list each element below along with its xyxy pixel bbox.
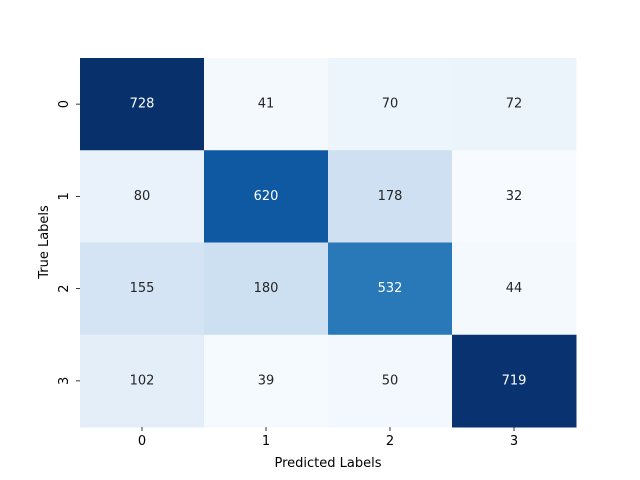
heatmap-cell-r3-c3 bbox=[452, 334, 577, 428]
heatmap-cell-r1-c1 bbox=[204, 150, 329, 243]
heatmap-cell-r0-c2 bbox=[328, 58, 453, 151]
y-tick-label-1: 1 bbox=[57, 192, 72, 200]
heatmap-cell-r1-c0 bbox=[80, 150, 205, 243]
cell-value-r1-c3: 32 bbox=[506, 189, 523, 204]
y-tick-label-3: 3 bbox=[57, 377, 72, 385]
heatmap-cell-r0-c0 bbox=[80, 58, 205, 151]
x-axis-label: Predicted Labels bbox=[274, 456, 381, 471]
heatmap-cell-r2-c3 bbox=[452, 242, 577, 336]
cell-value-r2-c0: 155 bbox=[130, 281, 155, 296]
heatmap-cell-r1-c2 bbox=[328, 150, 453, 243]
x-tick-label-0: 0 bbox=[138, 434, 146, 449]
heatmap-cell-r3-c1 bbox=[204, 334, 329, 428]
heatmap-cell-r2-c0 bbox=[80, 242, 205, 336]
heatmap-cells bbox=[80, 58, 577, 428]
cell-value-r1-c1: 620 bbox=[254, 189, 279, 204]
cell-value-r1-c0: 80 bbox=[134, 189, 151, 204]
cell-value-r2-c2: 532 bbox=[378, 281, 403, 296]
heatmap-cell-r3-c0 bbox=[80, 334, 205, 428]
cell-value-r2-c1: 180 bbox=[254, 281, 279, 296]
cell-value-r0-c1: 41 bbox=[258, 97, 275, 112]
cell-value-r0-c2: 70 bbox=[382, 97, 399, 112]
cell-value-r3-c1: 39 bbox=[258, 373, 275, 388]
x-tick-label-3: 3 bbox=[510, 434, 518, 449]
cell-value-r2-c3: 44 bbox=[506, 281, 523, 296]
heatmap-cell-r3-c2 bbox=[328, 334, 453, 428]
heatmap-cell-r2-c2 bbox=[328, 242, 453, 336]
cell-value-r0-c0: 728 bbox=[130, 97, 155, 112]
cell-value-r3-c0: 102 bbox=[130, 373, 155, 388]
x-axis-ticks: 0 1 2 3 bbox=[138, 427, 518, 449]
heatmap-cell-r2-c1 bbox=[204, 242, 329, 336]
heatmap-cell-r0-c3 bbox=[452, 58, 577, 151]
cell-value-r3-c2: 50 bbox=[382, 373, 399, 388]
cell-value-r0-c3: 72 bbox=[506, 97, 523, 112]
heatmap-cell-r1-c3 bbox=[452, 150, 577, 243]
y-axis-ticks: 0 1 2 3 bbox=[57, 100, 80, 385]
x-tick-label-1: 1 bbox=[262, 434, 270, 449]
cell-value-r1-c2: 178 bbox=[378, 189, 403, 204]
x-tick-label-2: 2 bbox=[386, 434, 394, 449]
y-tick-label-2: 2 bbox=[57, 284, 72, 292]
y-tick-label-0: 0 bbox=[57, 100, 72, 108]
cell-value-r3-c3: 719 bbox=[502, 373, 527, 388]
y-axis-label: True Labels bbox=[37, 205, 52, 280]
cell-annotations: 728 41 70 72 80 620 178 32 155 180 532 44 102 39 50 719 bbox=[130, 97, 527, 389]
heatmap-cell-r0-c1 bbox=[204, 58, 329, 151]
